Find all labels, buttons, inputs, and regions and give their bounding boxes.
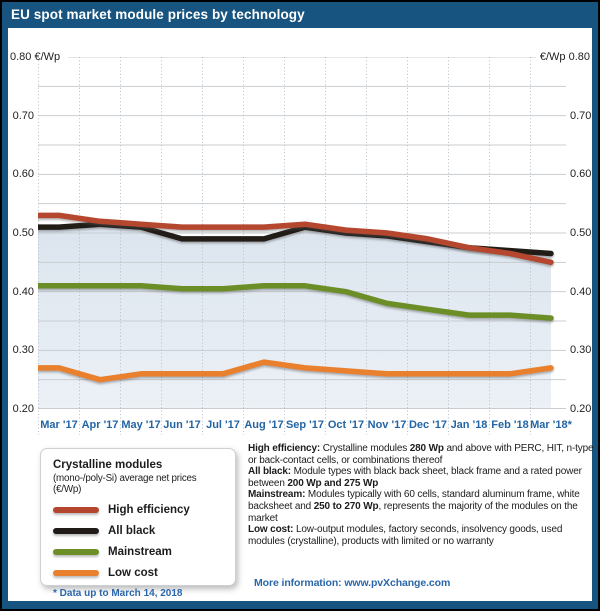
x-tick-label: Nov '17: [367, 419, 407, 431]
series-line-mainstream: [38, 283, 554, 321]
y-tick-label-right: 0.70: [570, 109, 592, 122]
legend-swatch-icon: [53, 507, 99, 513]
definition-term: Mainstream:: [248, 489, 306, 501]
x-tick-label: Dec '17: [408, 419, 448, 431]
definition-text: Module types with black back sheet, blac…: [248, 466, 582, 489]
legend-items: High efficiency All black Mainstream Low co…: [53, 504, 223, 579]
definition-term: 280 Wp: [409, 443, 444, 454]
definition-term: All black:: [248, 466, 291, 478]
y-tick-label-left: 0.80 €/Wp: [10, 51, 61, 63]
definition-term: 250 to 270 Wp: [313, 500, 379, 512]
y-tick-label-right: 0.60: [570, 168, 592, 181]
legend-footnote: * Data up to March 14, 2018: [53, 588, 183, 599]
x-tick-label: Feb '18: [491, 419, 529, 431]
legend-box: Crystalline modules (mono-/poly-Si) aver…: [40, 448, 236, 599]
y-tick-label-left: 0.70: [12, 109, 34, 122]
legend-item-label: All black: [108, 525, 156, 537]
x-tick-label: Mar '18*: [530, 419, 572, 431]
legend-swatch-icon: [53, 528, 99, 534]
y-tick-label-right: 0.20: [570, 403, 592, 415]
legend-item-label: Mainstream: [108, 546, 172, 558]
legend-item-label: High efficiency: [108, 504, 190, 516]
definition-term: High efficiency:: [248, 443, 321, 454]
y-tick-label-left: 0.30: [12, 344, 34, 357]
x-tick-label: May '17: [121, 419, 161, 431]
y-tick-label-right: 0.40: [570, 285, 592, 298]
definition-term: Low cost:: [248, 524, 294, 536]
definition-paragraph: Mainstream: Modules typically with 60 ce…: [248, 489, 596, 524]
x-tick-label: Apr '17: [81, 419, 119, 431]
chart-content: 0.80 €/Wp €/Wp 0.80 0.70 0.70 0.60 0.60 0.50 0.…: [8, 28, 594, 601]
x-tick-label: Jul '17: [206, 419, 240, 431]
x-tick-label: Mar '17: [40, 419, 78, 431]
definition-text: Modules typically with 60 cells, standar…: [248, 489, 580, 512]
definition-paragraph: All black: Module types with black back …: [248, 466, 596, 489]
more-info-link: More information: www.pvXchange.com: [254, 577, 451, 589]
legend-title: Crystalline modules: [53, 459, 163, 471]
x-tick-label: Aug '17: [244, 419, 284, 431]
y-tick-label-left: 0.50: [12, 227, 34, 239]
legend-item: All black: [53, 525, 223, 537]
y-tick-label-right: €/Wp 0.80: [539, 51, 590, 63]
y-tick-label-right: 0.30: [570, 344, 592, 357]
chart-title: EU spot market module prices by technolo…: [11, 7, 305, 22]
definition-paragraph: Low cost: Low-output modules, factory se…: [248, 524, 596, 547]
legend-item: Mainstream: [53, 546, 223, 558]
definition-text: Low-output modules, factory seconds, ins…: [248, 524, 563, 547]
x-tick-label: Jan '18: [450, 419, 488, 431]
legend-item-label: Low cost: [108, 567, 158, 579]
category-definitions: High efficiency: Crystalline modules 280…: [248, 443, 596, 547]
chart-title-bar: EU spot market module prices by technolo…: [2, 2, 598, 28]
legend-item: Low cost: [53, 567, 223, 579]
plot-area: [38, 57, 566, 435]
definition-paragraph: High efficiency: Crystalline modules 280…: [248, 443, 596, 466]
area-fill: [38, 224, 551, 409]
legend-swatch-icon: [53, 549, 99, 555]
y-tick-label-left: 0.40: [12, 285, 34, 298]
legend-item: High efficiency: [53, 504, 223, 516]
legend-subtitle: (mono-/poly-Si) average net prices (€/Wp…: [53, 473, 197, 495]
y-tick-label-left: 0.20: [12, 403, 34, 415]
x-tick-label: Sep '17: [285, 419, 325, 431]
definition-term: 200 Wp and 275 Wp: [287, 477, 379, 489]
y-tick-label-right: 0.50: [570, 227, 592, 239]
definition-text: and above with PERC, HIT, n-type or back…: [248, 443, 594, 466]
legend-swatch-icon: [53, 570, 99, 576]
x-tick-label: Jun '17: [163, 419, 201, 431]
definition-text: Crystalline modules: [320, 443, 410, 454]
series-line-low-cost: [38, 359, 554, 383]
x-tick-label: Oct '17: [327, 419, 365, 431]
series-line-high-efficiency: [38, 212, 554, 266]
y-tick-label-left: 0.60: [12, 168, 34, 181]
definition-text: , represents the majority of the modules…: [248, 500, 578, 524]
